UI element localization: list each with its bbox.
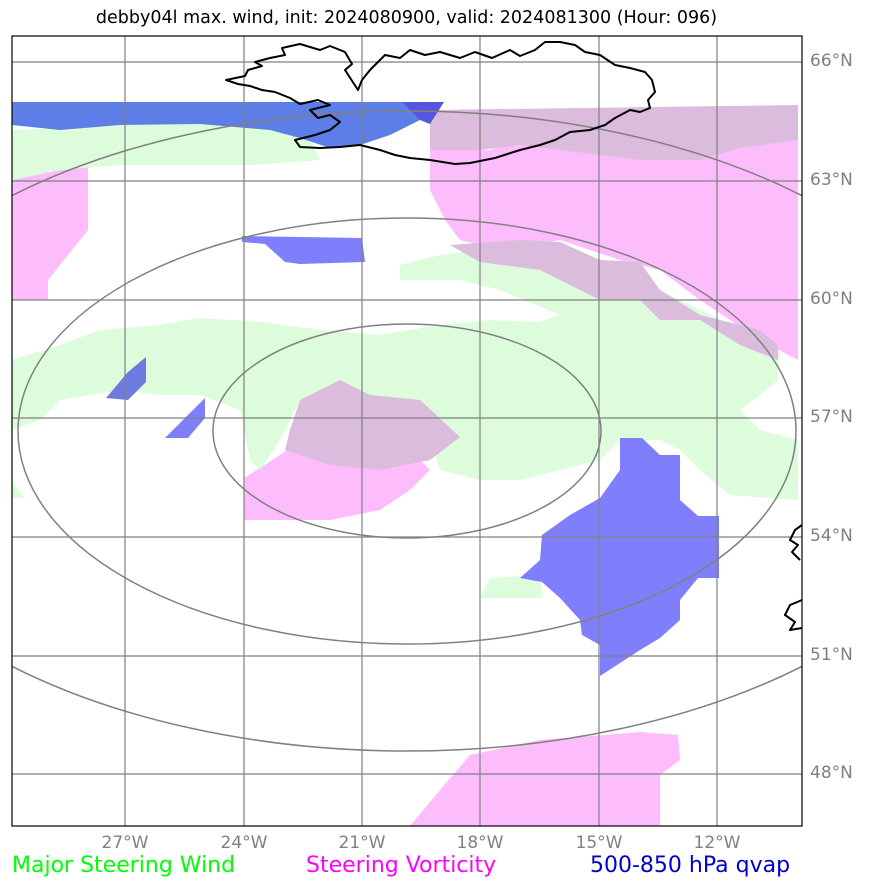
range-ring-outer	[12, 110, 802, 752]
lat-label-60n: 60°N	[810, 289, 853, 309]
wind-region	[12, 118, 320, 180]
range-rings	[12, 110, 802, 752]
lon-label-18w: 18°W	[456, 833, 504, 853]
legend-steering-vorticity: Steering Vorticity	[306, 853, 497, 878]
coastlines	[225, 41, 802, 631]
qvap-region	[402, 102, 444, 124]
legend-qvap: 500-850 hPa qvap	[590, 853, 791, 878]
lon-label-27w: 27°W	[101, 833, 149, 853]
lat-label-57n: 57°N	[810, 407, 853, 427]
lat-label-48n: 48°N	[810, 763, 853, 783]
overlap-region	[285, 380, 460, 470]
qvap-region	[106, 357, 146, 400]
lon-label-21w: 21°W	[338, 833, 386, 853]
iceland-coastline	[225, 41, 656, 165]
lon-label-15w: 15°W	[575, 833, 623, 853]
map-title: debby04l max. wind, init: 2024080900, va…	[95, 8, 718, 28]
qvap-region	[242, 236, 365, 264]
lat-label-66n: 66°N	[810, 51, 853, 71]
graticule	[12, 36, 802, 826]
lat-label-63n: 63°N	[810, 170, 853, 190]
scotland-coastline	[784, 524, 802, 631]
wind-region	[480, 575, 542, 598]
vorticity-region	[410, 732, 680, 826]
map-frame	[11, 35, 803, 827]
vorticity-region	[430, 110, 798, 360]
lon-label-24w: 24°W	[220, 833, 268, 853]
wind-region	[12, 480, 24, 498]
lat-label-51n: 51°N	[810, 645, 853, 665]
lat-label-54n: 54°N	[810, 526, 853, 546]
lon-label-12w: 12°W	[693, 833, 741, 853]
legend-major-steering-wind: Major Steering Wind	[12, 853, 236, 878]
range-ring-inner	[212, 323, 602, 539]
qvap-region	[520, 438, 719, 676]
range-ring-middle	[17, 217, 797, 645]
vorticity-region	[12, 140, 88, 300]
